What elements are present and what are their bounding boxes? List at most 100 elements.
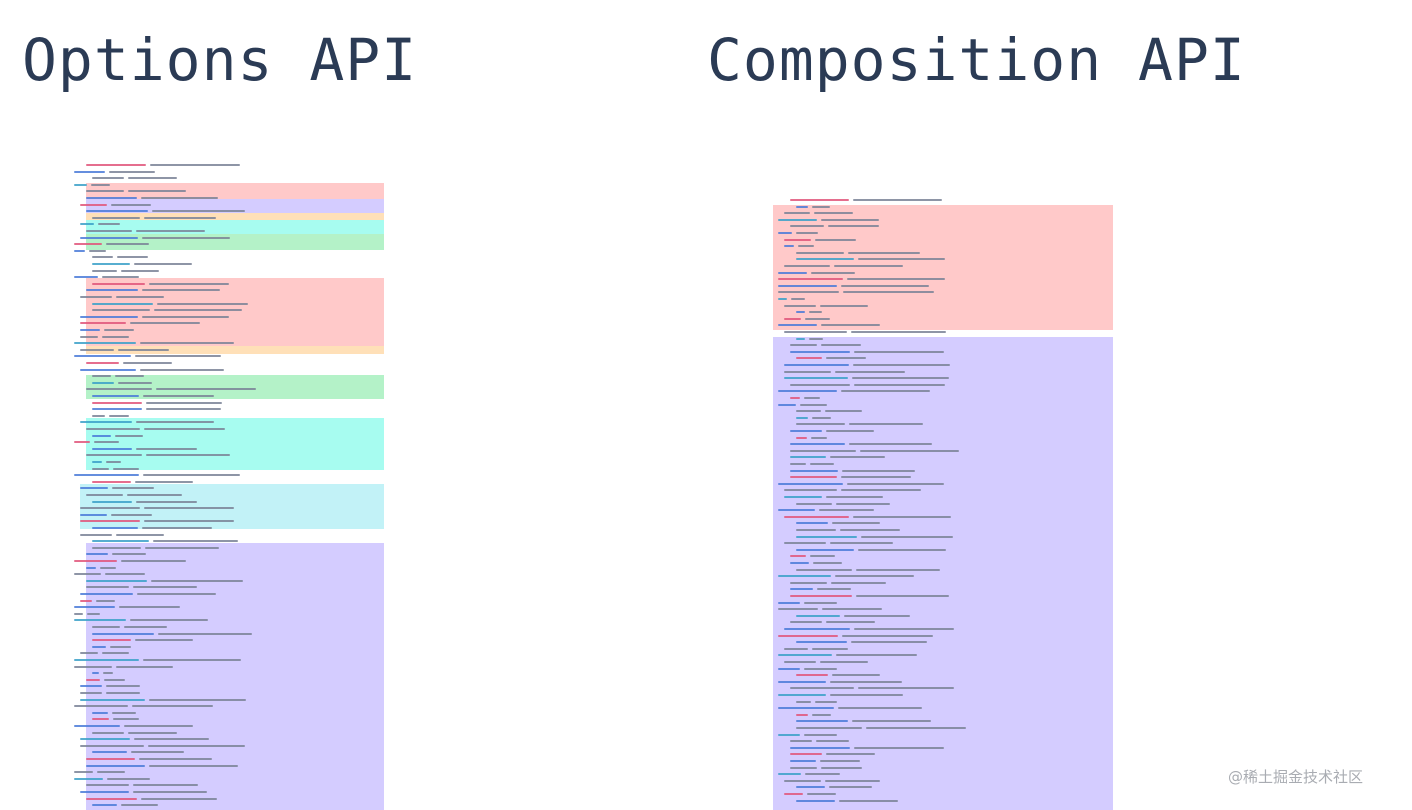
code-line <box>778 278 843 281</box>
code-line <box>848 251 920 254</box>
concern-band <box>773 337 1113 810</box>
code-line <box>124 626 167 628</box>
code-line <box>124 725 193 727</box>
code-line <box>796 311 805 314</box>
concern-band <box>86 227 384 234</box>
concern-band <box>86 278 384 346</box>
code-line <box>92 408 142 411</box>
code-line <box>146 408 221 411</box>
code-line <box>805 773 840 776</box>
code-line <box>132 705 213 708</box>
code-line <box>790 760 816 762</box>
code-line <box>92 381 114 384</box>
code-line <box>840 529 900 531</box>
code-line <box>134 263 192 265</box>
code-line <box>778 271 807 274</box>
code-line <box>92 804 117 807</box>
code-line <box>856 595 949 597</box>
code-line <box>790 476 837 479</box>
code-line <box>847 482 944 485</box>
code-line <box>854 383 945 386</box>
code-line <box>106 685 140 688</box>
code-line <box>146 454 230 457</box>
code-line <box>111 203 151 206</box>
code-line <box>102 276 139 279</box>
code-line <box>853 199 942 201</box>
code-line <box>135 480 193 483</box>
code-line <box>826 430 874 432</box>
code-line <box>86 784 129 787</box>
code-line <box>790 449 856 452</box>
code-line <box>142 527 212 529</box>
code-line <box>92 751 127 754</box>
code-line <box>812 713 831 716</box>
code-line <box>157 302 248 305</box>
code-line <box>86 289 138 292</box>
code-line <box>784 238 811 241</box>
code-line <box>143 395 214 397</box>
code-line <box>798 245 814 248</box>
code-line <box>89 249 106 252</box>
code-line <box>92 461 102 463</box>
code-line <box>123 362 172 364</box>
code-line <box>796 727 862 729</box>
code-line <box>80 348 114 351</box>
code-line <box>109 414 129 417</box>
code-line <box>80 513 107 516</box>
code-line <box>106 243 149 246</box>
composition-api-code-panel <box>770 196 1115 810</box>
code-line <box>92 626 120 628</box>
code-line <box>113 718 139 721</box>
code-line <box>790 562 809 564</box>
code-line <box>805 317 830 320</box>
code-line <box>812 647 848 650</box>
code-line <box>784 364 849 366</box>
code-line <box>74 276 98 279</box>
code-line <box>790 595 852 597</box>
code-line <box>74 725 120 727</box>
code-line <box>836 502 890 505</box>
code-line <box>796 522 828 525</box>
code-line <box>790 687 854 690</box>
code-line <box>816 740 849 743</box>
code-line <box>92 282 145 285</box>
code-line <box>112 711 136 714</box>
code-line <box>110 645 131 648</box>
code-line <box>74 441 90 444</box>
code-line <box>80 791 129 793</box>
code-line <box>815 238 856 241</box>
code-line <box>796 786 825 789</box>
code-line <box>796 423 845 426</box>
code-line <box>74 249 85 252</box>
code-line <box>790 753 822 756</box>
code-line <box>80 685 102 688</box>
code-line <box>841 489 921 492</box>
code-line <box>149 764 238 767</box>
code-line <box>815 700 837 703</box>
code-line <box>838 707 922 710</box>
code-line <box>796 614 840 617</box>
code-line <box>825 779 880 782</box>
code-line <box>790 746 850 749</box>
concern-band <box>773 205 1113 330</box>
code-line <box>143 659 241 661</box>
concern-band <box>86 192 384 199</box>
code-line <box>778 667 800 670</box>
code-line <box>778 634 838 637</box>
code-line <box>817 588 851 591</box>
code-line <box>790 397 800 399</box>
code-line <box>849 423 923 426</box>
code-line <box>784 245 794 248</box>
code-line <box>137 593 216 595</box>
code-line <box>80 599 92 602</box>
code-line <box>86 566 96 569</box>
code-line <box>154 309 242 312</box>
code-line <box>102 335 129 338</box>
code-line <box>80 738 130 741</box>
code-line <box>778 707 834 710</box>
code-line <box>829 786 872 789</box>
concern-band <box>86 213 384 220</box>
code-line <box>74 777 103 780</box>
code-line <box>853 515 951 518</box>
code-line <box>121 560 186 562</box>
